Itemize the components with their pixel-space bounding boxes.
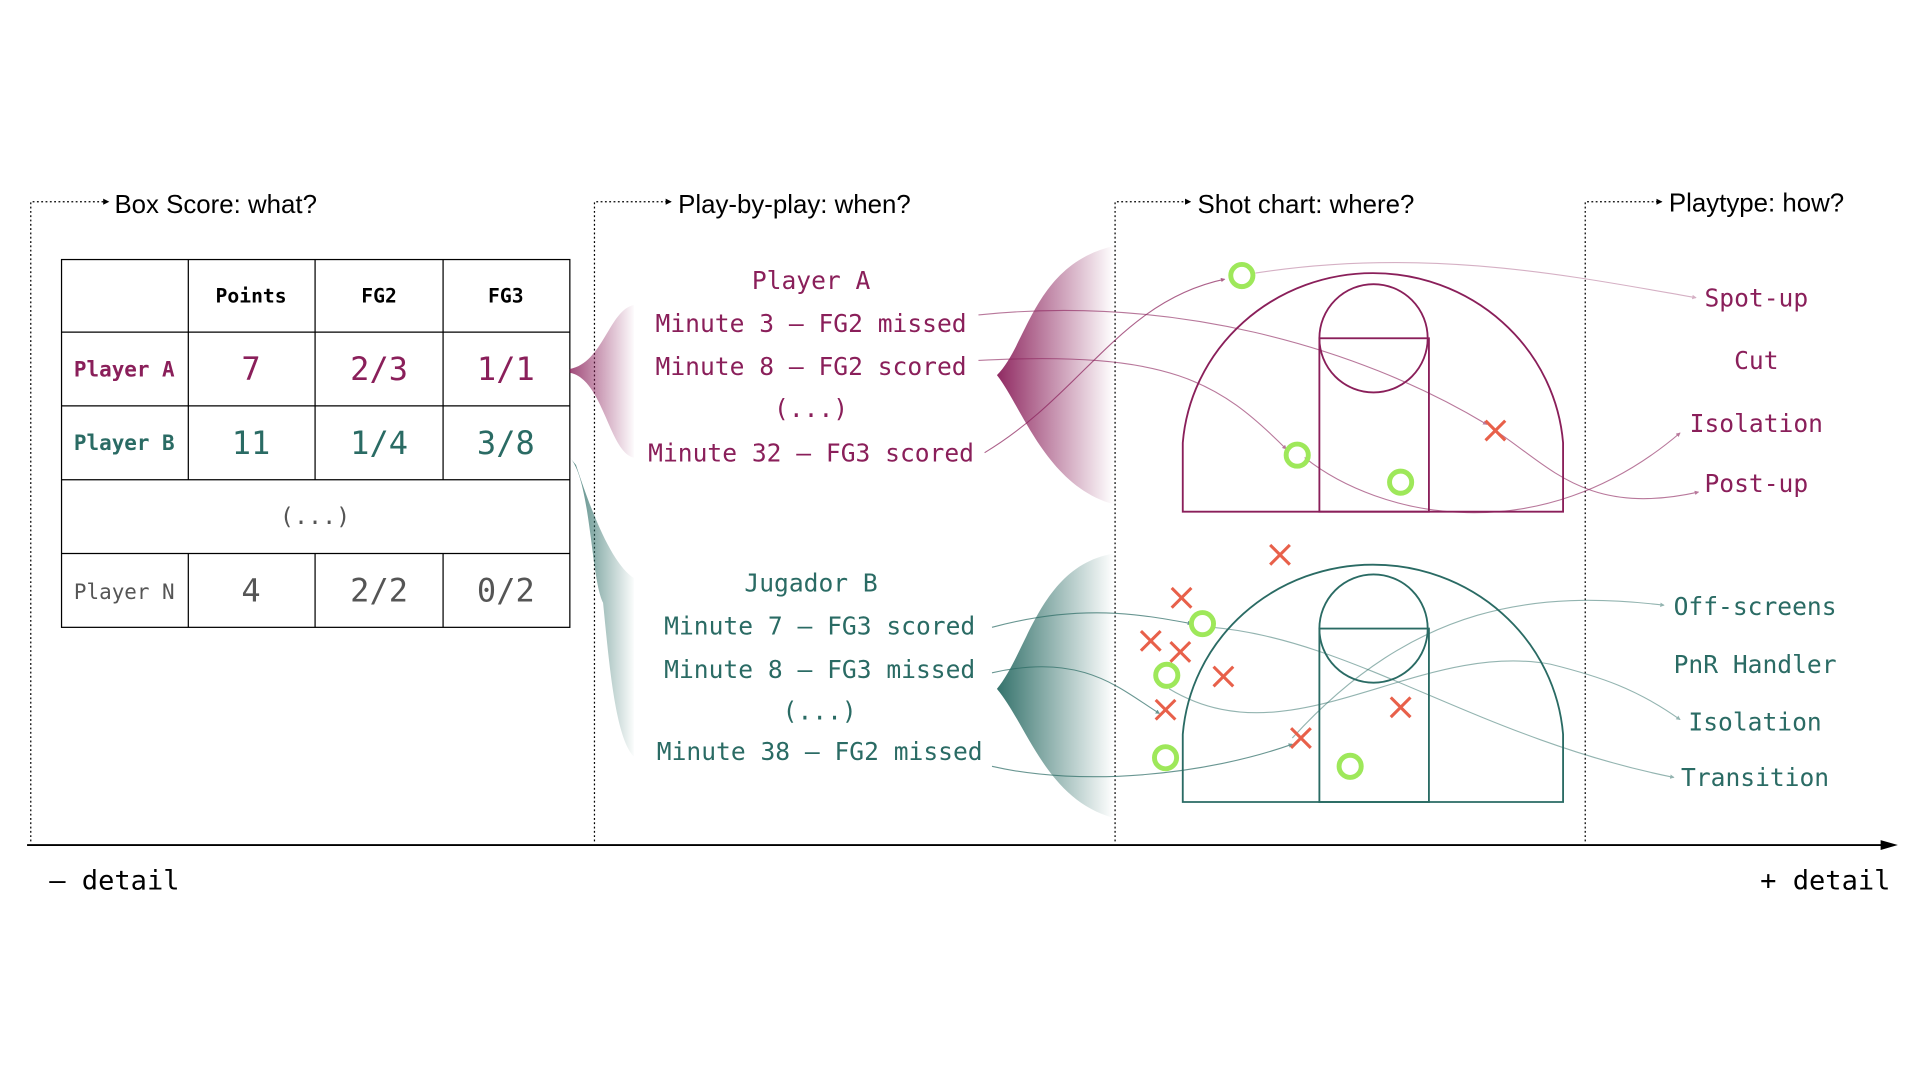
- shot-chart-frame: [1114, 198, 1192, 842]
- missed-shot-marker: [1154, 698, 1177, 721]
- made-shot-marker: [1283, 441, 1311, 469]
- made-shot-marker: [1152, 744, 1180, 772]
- court-player-b: [1181, 563, 1564, 803]
- table-row-player: Player N: [74, 580, 175, 604]
- section-frames: [30, 198, 1663, 842]
- playtype-label: Cut: [1734, 346, 1778, 375]
- section-title-playtype: Playtype: how?: [1669, 190, 1844, 218]
- table-row: Player A 7 2/3 1/1: [74, 350, 535, 388]
- fan-player-b-to-pbp: [569, 457, 634, 757]
- playtype-label: Transition: [1681, 763, 1829, 792]
- table-row-player: Player A: [74, 357, 175, 381]
- playtype-label: PnR Handler: [1674, 650, 1837, 679]
- pbp-event: Minute 3 – FG2 missed: [656, 309, 967, 338]
- table-cell-fg3: 0/2: [477, 572, 535, 610]
- table-cell-fg2: 2/2: [350, 572, 408, 610]
- fan-player-a-to-pbp: [569, 305, 634, 458]
- table-cell-points: 11: [232, 424, 271, 462]
- pbp-player-a-name: Player A: [752, 266, 871, 295]
- axis-arrowhead-icon: [1880, 840, 1898, 850]
- shot-marks-player-b: [1139, 543, 1412, 780]
- table-ellipsis: (...): [280, 502, 350, 530]
- playtype-label: Spot-up: [1704, 283, 1808, 312]
- table-header-fg2: FG2: [361, 285, 397, 308]
- play-by-play-frame: [593, 198, 672, 842]
- table-cell-fg3: 1/1: [477, 350, 535, 388]
- playtype-label: Isolation: [1688, 708, 1821, 737]
- pbp-event: Minute 7 – FG3 scored: [664, 612, 975, 641]
- section-title-box-score: Box Score: what?: [114, 191, 316, 219]
- missed-shot-marker: [1484, 419, 1507, 442]
- missed-shot-marker: [1139, 629, 1162, 652]
- missed-shot-marker: [1170, 586, 1193, 609]
- table-cell-fg2: 1/4: [350, 424, 408, 462]
- made-shot-marker: [1387, 468, 1415, 496]
- table-header-fg3: FG3: [488, 285, 524, 308]
- axis-left-label: – detail: [49, 865, 179, 896]
- table-cell-fg3: 3/8: [477, 424, 535, 462]
- table-header-points: Points: [216, 285, 287, 308]
- table-row: Player N 4 2/2 0/2: [74, 572, 535, 610]
- section-title-shot-chart: Shot chart: where?: [1198, 191, 1415, 219]
- box-score-table: Points FG2 FG3 Player A 7 2/3 1/1 Player…: [60, 258, 571, 628]
- missed-shot-marker: [1289, 727, 1312, 749]
- playtype-label: Isolation: [1690, 409, 1823, 438]
- fan-pbp-b-to-shot-chart: [996, 553, 1114, 818]
- table-row: Player B 11 1/4 3/8: [74, 424, 535, 462]
- table-cell-fg2: 2/3: [350, 350, 408, 388]
- pbp-event: Minute 8 – FG3 missed: [664, 655, 975, 684]
- made-shot-marker: [1153, 661, 1181, 689]
- missed-shot-marker: [1389, 696, 1412, 719]
- missed-shot-marker: [1169, 641, 1192, 663]
- playtypes-player-a: Spot-up Cut Isolation Post-up: [1690, 283, 1823, 498]
- made-shot-marker: [1336, 752, 1364, 780]
- shot-marks-player-a: [1228, 262, 1507, 496]
- connection-curves: [978, 261, 1700, 779]
- pbp-event: (...): [774, 394, 848, 423]
- table-cell-points: 7: [241, 350, 260, 388]
- table-row-player: Player B: [74, 431, 175, 455]
- pbp-event: Minute 8 – FG2 scored: [656, 352, 967, 381]
- play-by-play-player-b: Jugador B Minute 7 – FG3 scored Minute 8…: [657, 569, 983, 767]
- play-by-play-player-a: Player A Minute 3 – FG2 missed Minute 8 …: [648, 266, 974, 467]
- detail-axis: – detail + detail: [27, 840, 1898, 896]
- made-shot-marker: [1188, 610, 1216, 638]
- pbp-player-b-name: Jugador B: [744, 569, 877, 598]
- section-title-play-by-play: Play-by-play: when?: [678, 191, 911, 219]
- playtype-frame: [1584, 198, 1663, 842]
- playtypes-player-b: Off-screens PnR Handler Isolation Transi…: [1674, 592, 1837, 792]
- axis-right-label: + detail: [1760, 865, 1890, 896]
- playtype-label: Post-up: [1704, 469, 1808, 498]
- pbp-event: (...): [783, 697, 857, 726]
- missed-shot-marker: [1212, 665, 1235, 688]
- table-cell-points: 4: [241, 572, 260, 610]
- box-score-frame: [30, 198, 110, 842]
- made-shot-marker: [1228, 262, 1256, 290]
- court-player-a: [1181, 272, 1564, 513]
- pbp-event: Minute 38 – FG2 missed: [657, 737, 983, 766]
- playtype-label: Off-screens: [1674, 592, 1837, 621]
- fan-pbp-a-to-shot-chart: [996, 246, 1114, 505]
- missed-shot-marker: [1269, 543, 1291, 566]
- pbp-event: Minute 32 – FG3 scored: [648, 438, 974, 467]
